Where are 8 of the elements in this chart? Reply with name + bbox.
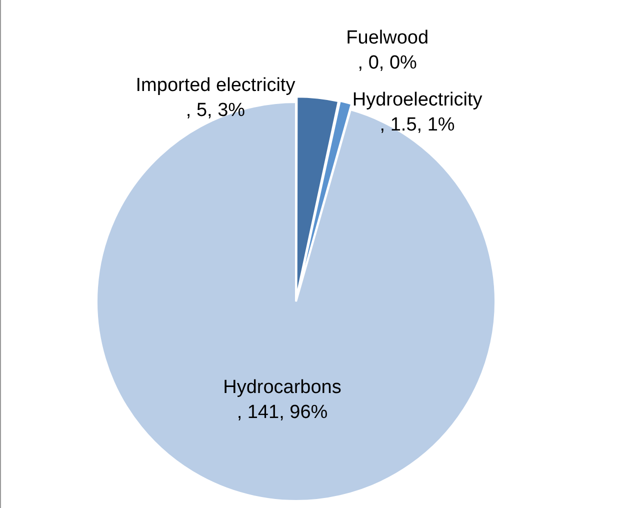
slice-label: Hydrocarbons (223, 377, 342, 398)
slice-label: Imported electricity (136, 74, 296, 96)
data-label: , 141, 96% (236, 402, 328, 424)
slice-label: Hydroelectricity (352, 90, 483, 111)
text: , 0, 0% (358, 52, 417, 74)
data-label: , 5, 3% (186, 100, 246, 121)
category-label: Fuelwood (346, 28, 429, 49)
data-label: , 1.5, 1% (380, 114, 455, 136)
